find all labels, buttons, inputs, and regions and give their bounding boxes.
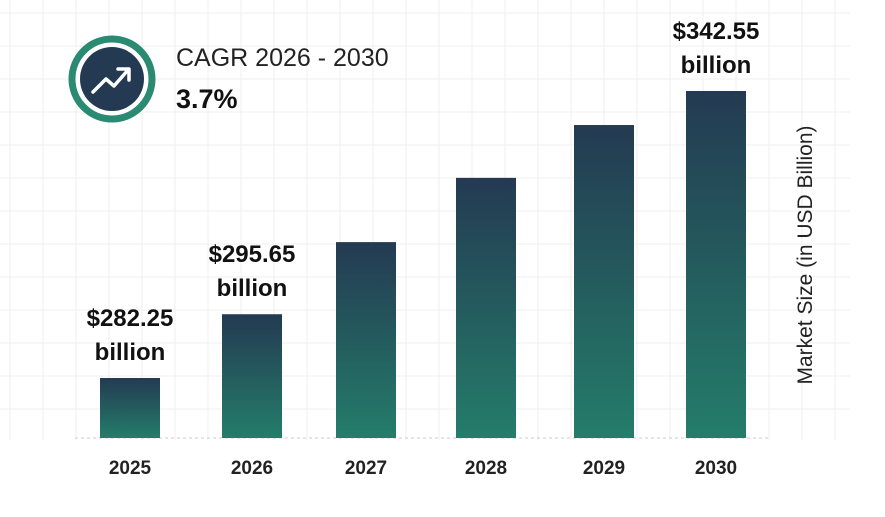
bar-2025 [100,378,160,438]
cagr-value: 3.7% [176,84,238,114]
x-tick-label: 2030 [695,458,737,479]
bar-2029 [574,125,634,439]
x-tick-label: 2029 [583,458,625,479]
bar-2026 [222,314,282,438]
y-axis-label: Market Size (in USD Billion) [794,125,817,385]
data-label: billion [681,52,752,79]
data-label: billion [217,275,288,302]
x-tick-label: 2028 [465,458,507,479]
data-label: billion [95,339,166,366]
bar-2030 [686,91,746,438]
x-tick-label: 2026 [231,458,273,479]
data-label: $295.65 [209,241,296,268]
data-label: $342.55 [673,18,760,45]
data-label: $282.25 [87,305,174,332]
x-tick-label: 2027 [345,458,387,479]
bar-2028 [456,177,516,439]
cagr-title: CAGR 2026 - 2030 [176,44,389,72]
cagr-icon [68,35,156,123]
bar-2027 [336,242,396,438]
trend-up-arrow-icon [91,68,130,94]
x-tick-label: 2025 [109,458,152,479]
